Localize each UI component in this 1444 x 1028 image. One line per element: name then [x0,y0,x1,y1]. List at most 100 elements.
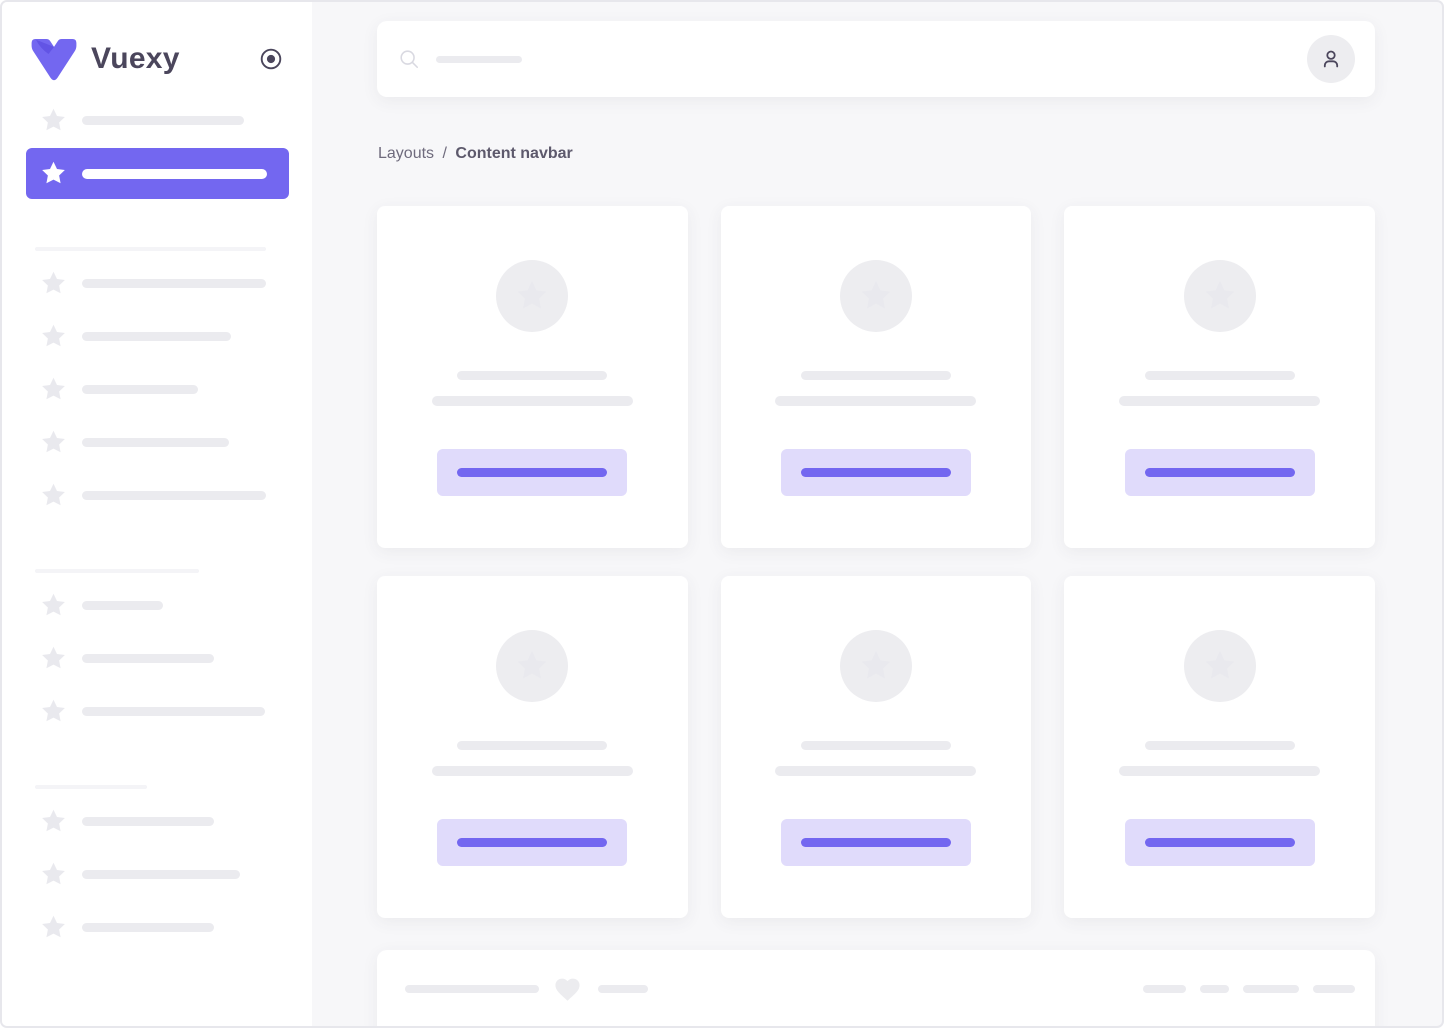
search-input[interactable] [398,48,1307,70]
footer-text-placeholder [405,985,539,993]
card-title-placeholder [1144,741,1295,750]
sidebar-item[interactable] [2,94,312,147]
card-text-placeholder [1119,766,1321,776]
sidebar-menu [2,83,312,954]
star-icon [42,430,65,453]
card-title-placeholder [800,371,951,380]
footer-link-placeholder [1243,985,1299,993]
menu-label-placeholder [82,168,267,179]
menu-label-placeholder [82,116,244,125]
star-icon [42,646,65,669]
sidebar-item-active[interactable] [26,148,289,199]
star-icon [42,324,65,347]
sidebar: Vuexy [2,2,312,1026]
card-title-placeholder [457,371,608,380]
footer-text-placeholder [598,985,648,993]
star-icon [518,651,547,679]
breadcrumb: Layouts / Content navbar [378,144,1375,163]
heart-icon-wrap [553,975,582,1004]
menu-label-placeholder [82,491,266,500]
placeholder-card [1064,206,1375,548]
footer-link-placeholder [1143,985,1186,993]
sidebar-section-divider [2,200,312,257]
sidebar-item[interactable] [2,848,312,901]
star-icon [42,483,65,506]
star-icon [42,271,65,294]
card-action-button[interactable] [780,449,971,496]
card-image-placeholder [496,260,569,332]
star-icon [42,377,65,400]
menu-label-placeholder [82,279,266,288]
vuexy-logo-icon[interactable] [29,37,79,82]
card-text-placeholder [775,766,977,776]
card-title-placeholder [457,741,608,750]
sidebar-item[interactable] [2,257,312,310]
brand-name: Vuexy [91,42,180,75]
footer [377,950,1375,1026]
card-text-placeholder [775,396,977,406]
card-text-placeholder [431,396,633,406]
menu-label-placeholder [82,385,198,394]
button-label-placeholder [1144,468,1295,477]
search-icon [400,50,419,69]
card-image-placeholder [496,630,569,702]
placeholder-card [377,206,688,548]
star-icon [42,161,65,184]
menu-label-placeholder [82,654,214,663]
sidebar-item[interactable] [2,685,312,738]
footer-left [405,974,648,1004]
card-image-placeholder [839,630,912,702]
placeholder-card [377,576,688,918]
card-text-placeholder [431,766,633,776]
card-action-button[interactable] [780,819,971,866]
menu-label-placeholder [82,332,231,341]
star-icon [42,915,65,938]
card-action-button[interactable] [1124,819,1315,866]
menu-label-placeholder [82,601,163,610]
breadcrumb-current: Content navbar [455,145,573,162]
button-label-placeholder [800,468,951,477]
card-action-button[interactable] [1124,449,1315,496]
star-icon [1205,651,1234,679]
card-action-button[interactable] [437,819,628,866]
button-label-placeholder [800,838,951,847]
card-image-placeholder [839,260,912,332]
heart-icon [555,978,580,1001]
star-icon [1205,281,1234,309]
sidebar-item[interactable] [2,469,312,522]
menu-label-placeholder [82,923,214,932]
sidebar-item[interactable] [2,579,312,632]
menu-label-placeholder [82,870,240,879]
sidebar-item[interactable] [2,901,312,954]
sidebar-item[interactable] [2,795,312,848]
star-icon [42,699,65,722]
breadcrumb-separator: / [442,145,447,162]
card-image-placeholder [1183,260,1256,332]
star-icon [861,651,891,679]
sidebar-item[interactable] [2,416,312,469]
card-title-placeholder [1144,371,1295,380]
main-content: Layouts / Content navbar [312,2,1442,1026]
button-label-placeholder [457,838,608,847]
placeholder-card [1064,576,1375,918]
menu-label-placeholder [82,817,214,826]
footer-link-placeholder [1200,985,1229,993]
card-image-placeholder [1183,630,1256,702]
sidebar-section-divider [2,522,312,579]
star-icon [42,108,65,131]
sidebar-item[interactable] [2,363,312,416]
placeholder-card [720,576,1032,918]
card-grid [377,206,1375,918]
record-circle-icon [260,48,282,70]
menu-label-placeholder [82,438,229,447]
user-avatar-button[interactable] [1307,35,1355,83]
button-label-placeholder [1144,838,1295,847]
sidebar-item[interactable] [2,632,312,685]
placeholder-card [720,206,1032,548]
star-icon [42,593,65,616]
sidebar-item[interactable] [2,310,312,363]
card-action-button[interactable] [437,449,628,496]
menu-pin-toggle[interactable] [259,47,283,71]
breadcrumb-parent[interactable]: Layouts [378,145,435,162]
